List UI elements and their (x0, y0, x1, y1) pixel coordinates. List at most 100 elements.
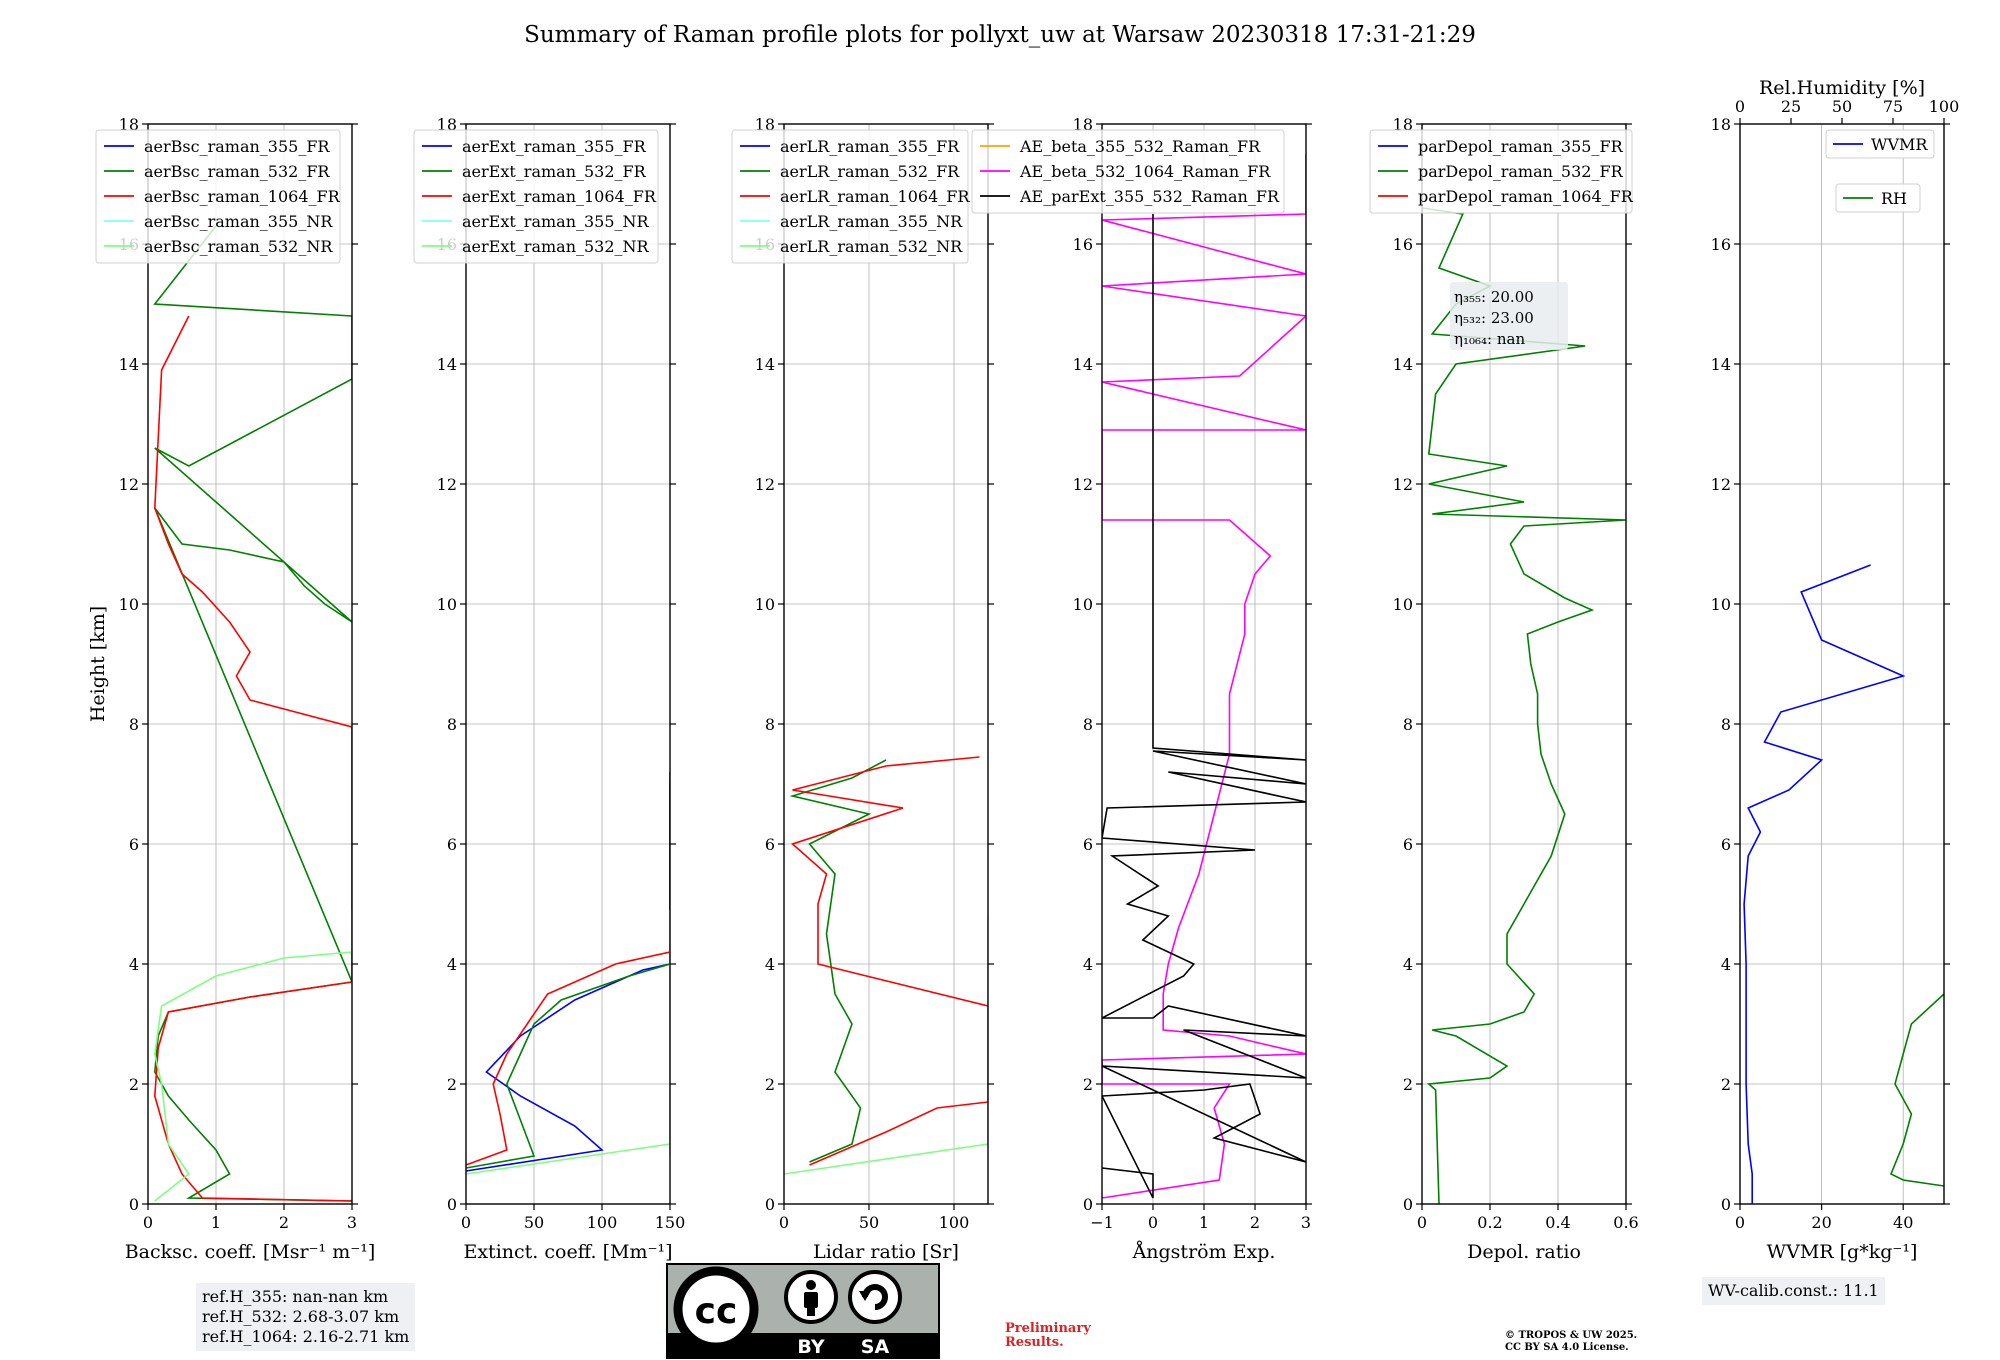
ref-height-532: ref.H_532: 2.68-3.07 km (202, 1307, 400, 1326)
y-tick-label: 4 (129, 955, 139, 974)
legend-RH: RH (1835, 183, 1921, 213)
x-tick-label: 3 (347, 1213, 357, 1232)
preliminary-note: Preliminary Results. (1005, 1322, 1091, 1350)
y-tick-label: 6 (1403, 835, 1413, 854)
y-tick-label: 4 (765, 955, 775, 974)
sa-sharealike-icon (848, 1270, 902, 1324)
series-line-aerLR_raman_532_FR (789, 759, 887, 1163)
x2-tick-label: 50 (1832, 97, 1852, 116)
preliminary-line-2: Results. (1005, 1335, 1064, 1350)
series-line-aerBsc_raman_532_NR (153, 910, 352, 1202)
y-tick-label: 0 (129, 1195, 139, 1214)
y-tick-label: 2 (765, 1075, 775, 1094)
x-axis-label: WVMR [g*kg⁻¹] (1767, 1241, 1918, 1263)
cc-logo-text: cc (695, 1291, 738, 1332)
y-tick-label: 2 (129, 1075, 139, 1094)
legend-label: parDepol_raman_355_FR (1418, 137, 1624, 156)
x-tick-label: 0.6 (1613, 1213, 1638, 1232)
y-tick-label: 0 (447, 1195, 457, 1214)
y-tick-label: 6 (1721, 835, 1731, 854)
y-tick-label: 18 (1711, 115, 1731, 134)
copyright-line-2: CC BY SA 4.0 License. (1505, 1342, 1629, 1353)
annotation-line: η₃₅₅: 20.00 (1454, 288, 1534, 306)
depol-annotation: η₃₅₅: 20.00 η₅₃₂: 23.00 η₁₀₆₄: nan (1450, 282, 1568, 350)
y-tick-label: 2 (1083, 1075, 1093, 1094)
series-line-AE_parExt_355_532_Raman_FR (1102, 214, 1306, 1199)
panel-1: 0246810121416180123Backsc. coeff. [Msr⁻¹… (87, 115, 375, 1263)
legend-label: aerLR_raman_532_FR (780, 162, 960, 181)
x2-axis-label: Rel.Humidity [%] (1759, 77, 1925, 99)
x-axis-label: Depol. ratio (1467, 1241, 1581, 1263)
x-tick-label: 40 (1893, 1213, 1913, 1232)
x-tick-label: 0 (143, 1213, 153, 1232)
y-tick-label: 12 (437, 475, 457, 494)
y-tick-label: 0 (1083, 1195, 1093, 1214)
y-tick-label: 16 (1393, 235, 1413, 254)
series-line-AE_beta_532_1064_Raman_FR (1102, 154, 1306, 1199)
legend-label: aerLR_raman_1064_FR (780, 187, 970, 206)
y-tick-label: 10 (1711, 595, 1731, 614)
preliminary-line-1: Preliminary (1005, 1321, 1091, 1336)
y-tick-label: 8 (447, 715, 457, 734)
y-tick-label: 4 (1083, 955, 1093, 974)
y-tick-label: 14 (437, 355, 457, 374)
y-tick-label: 18 (1393, 115, 1413, 134)
y-tick-label: 2 (447, 1075, 457, 1094)
y-tick-label: 12 (755, 475, 775, 494)
legend-label: aerBsc_raman_355_FR (144, 137, 330, 156)
y-axis-label: Height [km] (87, 606, 109, 722)
y-tick-label: 10 (755, 595, 775, 614)
legend-label: WVMR (1871, 135, 1928, 154)
legend-label: aerExt_raman_1064_FR (462, 187, 657, 206)
y-tick-label: 6 (765, 835, 775, 854)
x-tick-label: 0 (461, 1213, 471, 1232)
legend-box (1369, 129, 1633, 214)
y-tick-label: 12 (119, 475, 139, 494)
x-tick-label: 1 (211, 1213, 221, 1232)
x-axis-label: Ångström Exp. (1132, 1241, 1276, 1263)
x-tick-label: 0.4 (1545, 1213, 1570, 1232)
y-tick-label: 14 (119, 355, 139, 374)
legend-label: aerBsc_raman_355_NR (144, 212, 333, 231)
legend-label: aerLR_raman_532_NR (780, 237, 963, 256)
y-tick-label: 10 (437, 595, 457, 614)
legend-box (971, 129, 1285, 214)
x-tick-label: 0 (1148, 1213, 1158, 1232)
series-line-parDepol_raman_532_FR (1422, 207, 1626, 1204)
series-line-aerLR_raman_1064_FR (790, 756, 988, 1166)
x-tick-label: 3 (1301, 1213, 1311, 1232)
annotation-line: η₁₀₆₄: nan (1454, 330, 1525, 348)
x-tick-label: 0 (779, 1213, 789, 1232)
panel-5: 0 2 4 6 8 10 12 14 16 18 0 0.2 0.4 0.6 Depol. ratio par… (1369, 115, 1639, 1263)
y-tick-label: 14 (1711, 355, 1731, 374)
panel-2: 024681012141618050100150Extinct. coeff. … (413, 115, 686, 1263)
x-tick-label: 50 (524, 1213, 544, 1232)
x2-tick-label: 25 (1781, 97, 1801, 116)
series-line-aerExt_raman_532_FR (466, 778, 670, 1169)
x-axis-label: Extinct. coeff. [Mm⁻¹] (463, 1241, 672, 1263)
x-tick-label: 0 (1735, 1213, 1745, 1232)
reference-height-box: ref.H_355: nan-nan km ref.H_532: 2.68-3.… (196, 1283, 416, 1351)
x-tick-label: 100 (587, 1213, 618, 1232)
y-tick-label: 8 (1083, 715, 1093, 734)
x-axis-label: Lidar ratio [Sr] (813, 1241, 959, 1263)
x-tick-label: 1 (1199, 1213, 1209, 1232)
y-tick-label: 14 (1393, 355, 1413, 374)
y-tick-label: 8 (1403, 715, 1413, 734)
ref-height-355: ref.H_355: nan-nan km (202, 1287, 389, 1306)
x-tick-label: 150 (655, 1213, 686, 1232)
x2-tick-label: 75 (1883, 97, 1903, 116)
y-tick-label: 18 (119, 115, 139, 134)
legend: AE_beta_355_532_Raman_FR AE_beta_532_1064… (971, 129, 1285, 214)
by-label: BY (797, 1336, 824, 1358)
series-line-aerExt_raman_532_NR (466, 910, 670, 1175)
copyright-note: © TROPOS & UW 2025. CC BY SA 4.0 License… (1505, 1330, 1637, 1354)
copyright-line-1: © TROPOS & UW 2025. (1505, 1330, 1638, 1341)
cc-by-sa-license-badge: cc BY SA (666, 1263, 940, 1359)
legend: aerBsc_raman_355_FR aerBsc_raman_532_FRae… (95, 129, 341, 264)
wv-calibration-constant: WV-calib.const.: 11.1 (1708, 1281, 1879, 1300)
x-tick-label: 0.2 (1477, 1213, 1502, 1232)
legend-box (1825, 129, 1935, 159)
y-tick-label: 14 (755, 355, 775, 374)
